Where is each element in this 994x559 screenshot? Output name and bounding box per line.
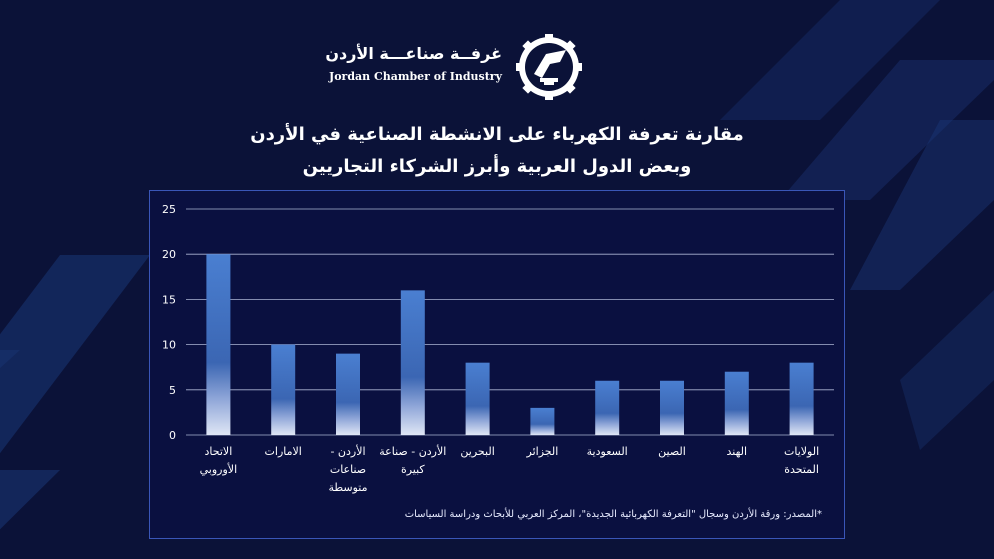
x-category-label: الهند [727, 445, 748, 458]
bar [206, 254, 231, 435]
x-category-label: السعودية [587, 445, 628, 458]
y-tick-label: 25 [162, 203, 176, 216]
x-category-label: الصين [658, 445, 686, 458]
x-category-label: البحرين [460, 445, 494, 458]
logo-english-name: Jordan Chamber of Industry [328, 70, 502, 83]
y-tick-label: 10 [162, 339, 176, 352]
x-category-label: صناعات [330, 463, 366, 476]
bar [789, 362, 814, 435]
x-category-label: الاتحاد [205, 445, 233, 458]
x-category-label: الأوروبي [200, 462, 238, 476]
x-category-label: كبيرة [401, 463, 425, 476]
bar [660, 380, 684, 435]
x-category-label: المتحدة [784, 463, 819, 476]
bar [530, 407, 555, 435]
bar [400, 290, 425, 435]
x-category-label: الجزائر [526, 445, 559, 458]
bar [271, 344, 296, 435]
chart-panel: 0 5 10 15 20 25 الاتحاد الأوروبي الامارات الأردن … [149, 190, 845, 539]
y-tick-label: 5 [169, 384, 176, 397]
bar [724, 371, 749, 435]
bar [336, 353, 360, 435]
bar-chart: 0 5 10 15 20 25 الاتحاد الأوروبي الامارات الأردن … [162, 203, 834, 494]
x-category-label: متوسطة [328, 481, 367, 494]
y-tick-label: 15 [162, 293, 176, 306]
jci-logo: غرفــة صناعـــة الأردن Jordan Chamber of… [325, 34, 590, 100]
y-tick-label: 0 [169, 429, 176, 442]
x-category-label: الأردن - [330, 444, 365, 458]
y-tick-label: 20 [162, 248, 176, 261]
logo-arabic-name: غرفــة صناعـــة الأردن [325, 44, 502, 63]
x-category-label: الولايات [784, 445, 819, 458]
x-category-label: الأردن - صناعة [379, 444, 446, 458]
gear-logo-icon [516, 34, 582, 100]
bar [465, 362, 490, 435]
chart-title-line1: مقارنة تعرفة الكهرباء على الانشطة الصناع… [250, 124, 744, 145]
chart-title-line2: وبعض الدول العربية وأبرز الشركاء التجاري… [302, 156, 692, 177]
bar [595, 380, 620, 435]
x-category-label: الامارات [265, 445, 302, 458]
source-note: *المصدر: ورقة الأردن وسجال "التعرفة الكه… [404, 509, 822, 520]
